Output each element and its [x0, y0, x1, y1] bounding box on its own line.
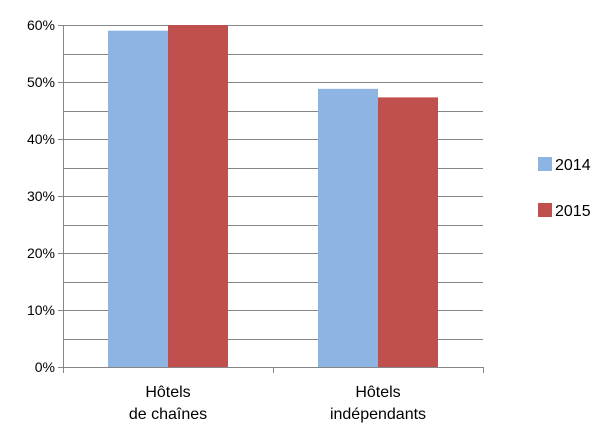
y-tick-label: 10% [27, 302, 55, 318]
y-tick-label: 20% [27, 245, 55, 261]
bar-2015-1 [168, 25, 228, 367]
x-category-label-line: Hôtels [145, 384, 190, 401]
bar-2015-2 [378, 97, 438, 367]
axes [58, 25, 484, 373]
x-category-label: Hôtels de chaînes [129, 384, 207, 423]
legend-swatch-2015 [538, 203, 552, 217]
legend-label-2014: 2014 [555, 157, 591, 174]
x-category-label-line: Hôtels [355, 384, 400, 401]
bar-2014-1 [108, 30, 168, 367]
y-tick-labels: 0% 10% 20% 30% 40% 50% 60% [27, 17, 55, 375]
bars [108, 25, 438, 367]
y-tick-label: 40% [27, 131, 55, 147]
x-category-labels: Hôtels de chaînes Hôtels indépendants [129, 384, 426, 423]
y-tick-label: 0% [35, 359, 55, 375]
legend-label-2015: 2015 [555, 203, 591, 220]
legend: 2014 2015 [538, 157, 591, 220]
y-tick-label: 50% [27, 74, 55, 90]
x-category-label-line: de chaînes [129, 406, 207, 423]
bar-2014-2 [318, 88, 378, 367]
y-tick-label: 30% [27, 188, 55, 204]
x-category-label: Hôtels indépendants [330, 384, 426, 423]
x-category-label-line: indépendants [330, 406, 426, 423]
y-tick-label: 60% [27, 17, 55, 33]
legend-swatch-2014 [538, 157, 552, 171]
